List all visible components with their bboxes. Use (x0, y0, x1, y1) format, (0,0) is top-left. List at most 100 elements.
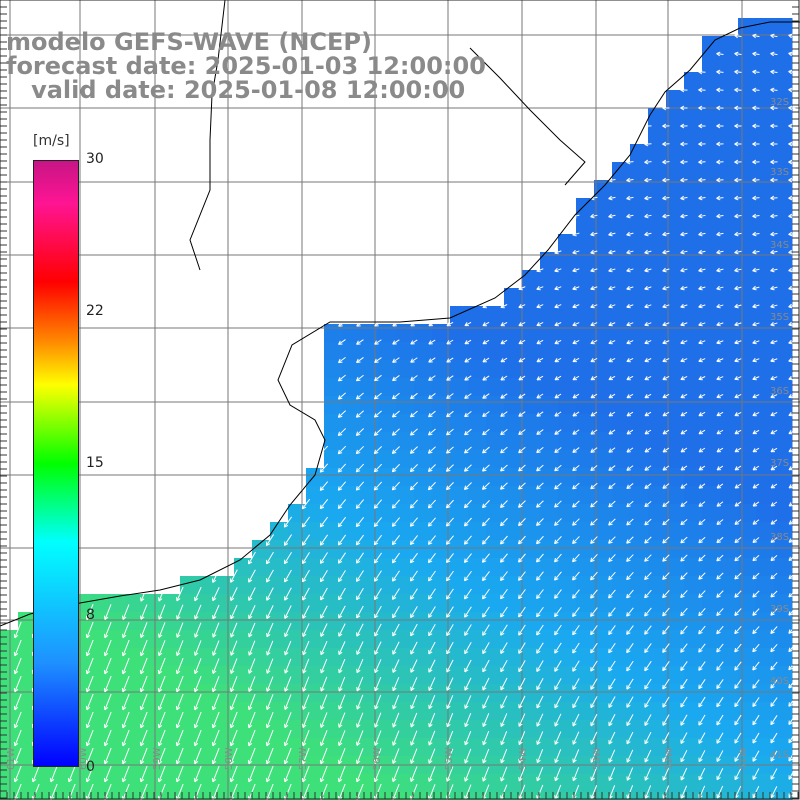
wind-cell (666, 486, 685, 505)
wind-arrow (85, 675, 94, 693)
wind-cell (504, 702, 523, 721)
wind-arrow (608, 660, 616, 672)
wind-cell (378, 774, 397, 793)
wind-arrow (337, 552, 346, 564)
wind-cell (450, 468, 469, 487)
wind-arrow (698, 339, 706, 345)
wind-arrow (212, 569, 220, 583)
wind-arrow (626, 213, 634, 219)
wind-cell (18, 648, 37, 667)
wind-arrow (157, 747, 166, 765)
wind-cell (576, 324, 595, 343)
wind-cell (450, 342, 469, 361)
wind-cell (486, 504, 505, 523)
wind-cell (540, 306, 559, 325)
wind-cell (378, 486, 397, 505)
wind-arrow (554, 500, 562, 508)
wind-arrow (500, 517, 508, 527)
wind-arrow (734, 87, 742, 93)
wind-arrow (428, 677, 436, 691)
wind-arrow (716, 696, 724, 708)
wind-cell (684, 234, 703, 253)
wind-cell (306, 648, 325, 667)
wind-cell (648, 630, 667, 649)
wind-arrow (608, 429, 616, 435)
wind-cell (540, 396, 559, 415)
wind-arrow (373, 552, 382, 564)
wind-arrow (752, 626, 760, 635)
wind-cell (342, 414, 361, 433)
wind-arrow (788, 87, 796, 93)
wind-arrow (337, 481, 347, 491)
wind-arrow (662, 375, 670, 381)
wind-arrow (716, 572, 724, 580)
wind-cell (342, 396, 361, 415)
wind-arrow (500, 500, 508, 508)
wind-cell (612, 324, 631, 343)
wind-cell (360, 612, 379, 631)
wind-arrow (464, 393, 472, 399)
wind-arrow (788, 141, 796, 147)
wind-cell (522, 684, 541, 703)
wind-arrow (716, 87, 724, 93)
wind-arrow (572, 713, 580, 727)
wind-arrow (428, 428, 436, 436)
wind-cell (0, 720, 19, 739)
wind-cell (684, 594, 703, 613)
wind-cell (324, 702, 343, 721)
wind-arrow (410, 357, 418, 363)
wind-arrow (391, 499, 401, 509)
wind-arrow (355, 392, 364, 400)
wind-arrow (644, 625, 652, 635)
wind-cell (630, 774, 649, 793)
wind-arrow (734, 321, 742, 327)
wind-arrow (590, 731, 598, 745)
wind-cell (396, 612, 415, 631)
wind-arrow (662, 678, 670, 690)
wind-arrow (554, 518, 562, 526)
wind-cell (216, 702, 235, 721)
wind-arrow (265, 711, 274, 729)
wind-arrow (301, 552, 310, 565)
wind-cell (756, 90, 775, 109)
wind-arrow (590, 482, 598, 490)
wind-cell (594, 432, 613, 451)
wind-cell (774, 702, 793, 721)
wind-cell (630, 324, 649, 343)
wind-arrow (464, 464, 472, 472)
wind-cell (576, 792, 595, 800)
wind-arrow (518, 553, 526, 563)
wind-cell (504, 342, 523, 361)
wind-cell (738, 792, 757, 800)
wind-arrow (266, 676, 274, 692)
wind-arrow (464, 570, 472, 582)
wind-cell (738, 108, 757, 127)
wind-cell (468, 486, 487, 505)
wind-arrow (770, 321, 778, 327)
wind-arrow (608, 678, 616, 690)
wind-cell (198, 666, 217, 685)
wind-cell (360, 486, 379, 505)
wind-cell (720, 504, 739, 523)
wind-arrow (680, 249, 688, 255)
wind-arrow (662, 285, 670, 291)
wind-cell (576, 666, 595, 685)
wind-cell (396, 504, 415, 523)
wind-cell (648, 522, 667, 541)
wind-arrow (13, 675, 22, 693)
wind-arrow (662, 714, 670, 726)
wind-arrow (572, 482, 580, 490)
wind-cell (684, 198, 703, 217)
wind-cell (594, 180, 613, 199)
wind-arrow (500, 411, 508, 417)
wind-arrow (716, 536, 724, 544)
wind-arrow (518, 393, 526, 399)
wind-arrow (590, 784, 598, 800)
wind-cell (612, 630, 631, 649)
wind-arrow (770, 303, 778, 309)
wind-cell (630, 576, 649, 595)
wind-cell (558, 378, 577, 397)
wind-arrow (176, 586, 184, 602)
wind-cell (666, 414, 685, 433)
wind-arrow (698, 696, 706, 708)
